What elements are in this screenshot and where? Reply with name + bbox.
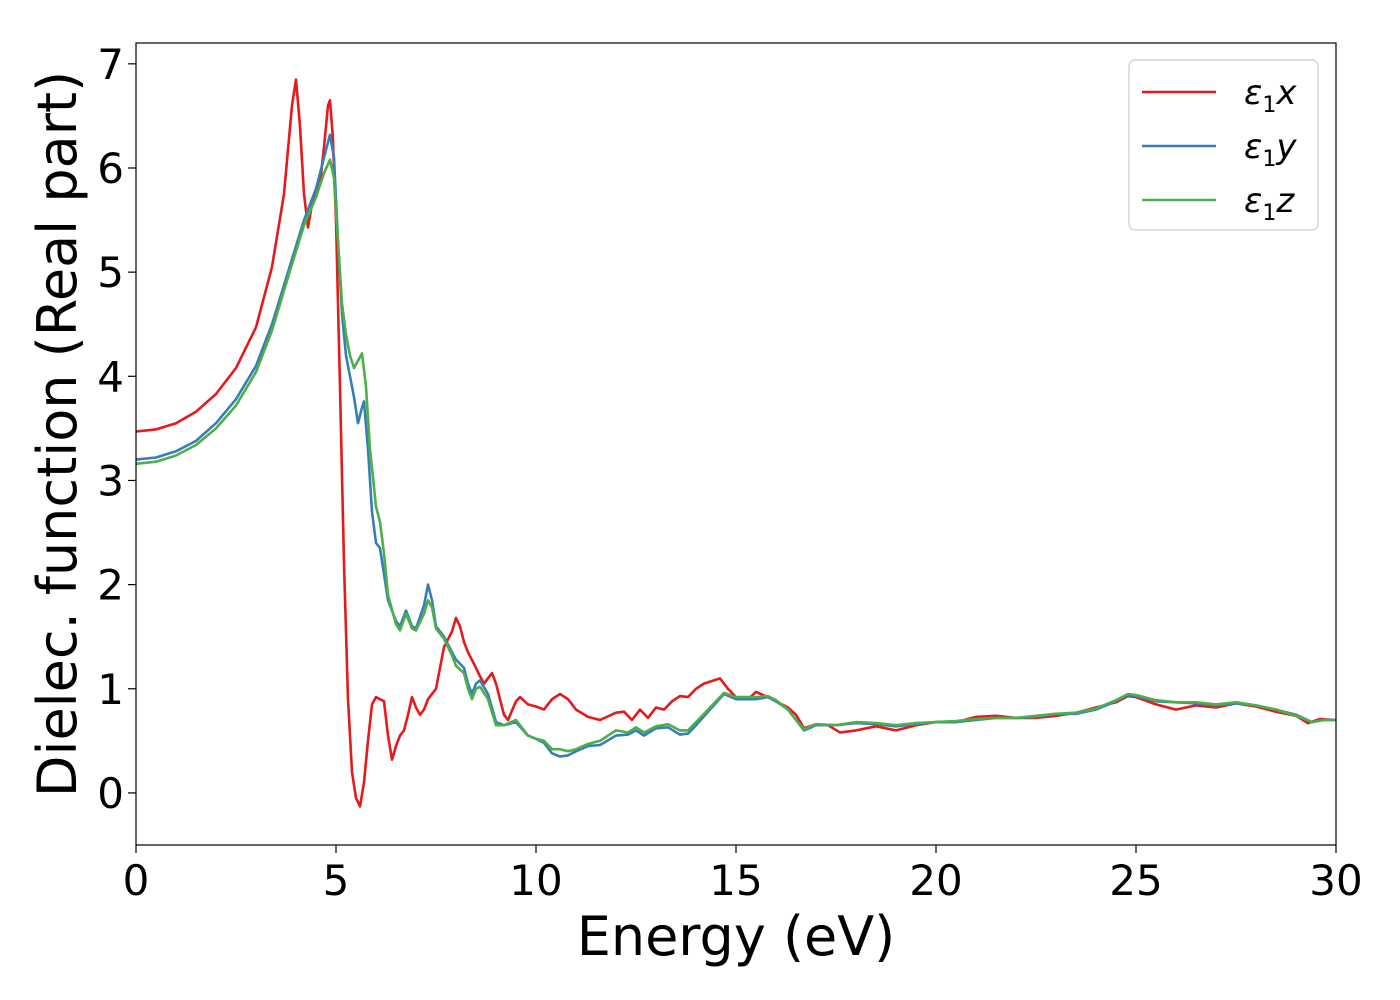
x-tick-label: 10 [509,856,562,905]
legend-label: ε1x [1244,73,1297,118]
x-tick-label: 5 [323,856,350,905]
x-tick-label: 0 [123,856,150,905]
y-tick-label: 2 [97,561,124,610]
y-tick-label: 6 [97,144,124,193]
series-line-x [136,78,1336,808]
x-tick-label: 25 [1109,856,1162,905]
plot-area [136,78,1336,808]
legend-label: ε1z [1244,181,1295,226]
legend-item-x: ε1x [1142,73,1297,118]
x-tick-label: 20 [909,856,962,905]
y-axis-title: Dielec. function (Real part) [26,71,89,797]
legend-item-y: ε1y [1142,127,1297,172]
x-tick-label: 30 [1309,856,1362,905]
y-axis-ticks: 0 1 2 3 4 5 6 7 [97,40,136,818]
legend: ε1x ε1y ε1z [1128,59,1319,231]
y-tick-label: 1 [97,665,124,714]
y-tick-label: 3 [97,456,124,505]
legend-label: ε1y [1244,127,1297,172]
y-tick-label: 7 [97,40,124,89]
y-tick-label: 0 [97,769,124,818]
x-axis-ticks: 0 5 10 15 20 25 30 [123,845,1363,905]
legend-item-z: ε1z [1142,181,1295,226]
x-axis-title: Energy (eV) [577,905,896,968]
series-line-z [136,158,1336,753]
x-tick-label: 15 [709,856,762,905]
legend-box [1128,59,1319,231]
y-tick-label: 5 [97,248,124,297]
y-tick-label: 4 [97,352,124,401]
